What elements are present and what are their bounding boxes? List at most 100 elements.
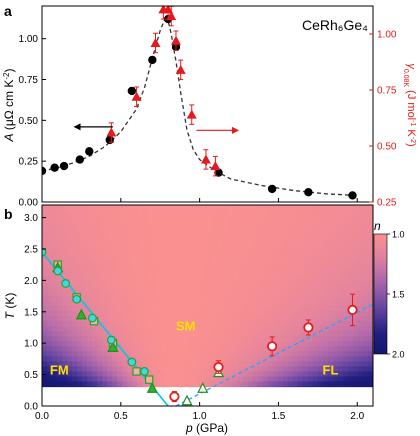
heatmap-cell <box>72 360 78 367</box>
heatmap-cell <box>352 355 359 362</box>
heatmap-cell <box>187 350 194 357</box>
heatmap-cell <box>202 315 209 322</box>
heatmap-cell <box>292 300 299 307</box>
heatmap-cell <box>277 305 284 312</box>
heatmap-cell <box>192 245 199 251</box>
heatmap-cell <box>42 295 48 302</box>
heatmap-cell <box>112 250 118 256</box>
heatmap-cell <box>332 235 339 241</box>
heatmap-cell <box>307 240 314 246</box>
panel-b-y-axis-label: T (K) <box>3 293 17 320</box>
heatmap-cell <box>247 310 254 317</box>
heatmap-cell <box>132 240 138 246</box>
heatmap-cell <box>242 305 249 312</box>
heatmap-cell <box>282 365 289 372</box>
heatmap-cell <box>242 360 249 367</box>
heatmap-cell <box>147 235 153 241</box>
heatmap-cell <box>332 340 339 347</box>
heatmap-cell <box>122 325 128 332</box>
heatmap-cell <box>232 350 239 357</box>
heatmap-cell <box>147 210 153 216</box>
heatmap-cell <box>157 270 163 276</box>
heatmap-cell <box>262 350 269 357</box>
heatmap-cell <box>267 275 274 281</box>
heatmap-cell <box>327 275 334 281</box>
heatmap-cell <box>47 255 53 261</box>
heatmap-cell <box>302 265 309 271</box>
heatmap-cell <box>42 210 48 216</box>
heatmap-cell <box>97 220 103 226</box>
heatmap-cell <box>97 325 103 332</box>
heatmap-cell <box>207 305 214 312</box>
heatmap-cell <box>237 210 244 216</box>
heatmap-cell <box>267 315 274 322</box>
heatmap-cell <box>97 380 103 387</box>
colorbar <box>373 233 388 355</box>
heatmap-cell <box>197 270 204 276</box>
heatmap-cell <box>67 340 73 347</box>
heatmap-cell <box>82 350 88 357</box>
region-label-sm: SM <box>176 319 196 334</box>
heatmap-cell <box>72 240 78 246</box>
heatmap-cell <box>287 260 294 266</box>
heatmap-cell <box>277 375 284 382</box>
heatmap-cell <box>42 240 48 246</box>
heatmap-cell <box>312 220 319 226</box>
heatmap-cell <box>312 345 319 352</box>
heatmap-cell <box>342 340 349 347</box>
heatmap-cell <box>127 230 133 236</box>
heatmap-cell <box>87 285 93 292</box>
heatmap-cell <box>137 315 143 322</box>
heatmap-cell <box>297 275 304 281</box>
heatmap-cell <box>357 230 364 236</box>
heatmap-cell <box>197 375 204 382</box>
heatmap-cell <box>67 255 73 261</box>
heatmap-cell <box>322 310 329 317</box>
heatmap-cell <box>257 305 264 312</box>
heatmap-cell <box>42 360 48 367</box>
heatmap-cell <box>352 255 359 261</box>
heatmap-cell <box>187 230 194 236</box>
heatmap-cell <box>207 375 214 382</box>
heatmap-cell <box>202 215 209 221</box>
heatmap-cell <box>62 265 68 271</box>
heatmap-cell <box>172 255 179 261</box>
heatmap-cell <box>362 270 369 276</box>
heatmap-cell <box>122 230 128 236</box>
heatmap-cell <box>187 330 194 337</box>
heatmap-cell <box>342 295 349 302</box>
heatmap-cell <box>42 310 48 317</box>
heatmap-cell <box>72 235 78 241</box>
heatmap-cell <box>227 250 234 256</box>
heatmap-cell <box>67 350 73 357</box>
heatmap-cell <box>202 255 209 261</box>
heatmap-cell <box>227 355 234 362</box>
heatmap-cell <box>92 290 98 297</box>
heatmap-cell <box>152 270 158 276</box>
heatmap-cell <box>137 245 143 251</box>
heatmap-cell <box>307 275 314 281</box>
heatmap-cell <box>272 375 279 382</box>
heatmap-cell <box>267 325 274 332</box>
heatmap-cell <box>167 350 173 357</box>
heatmap-cell <box>272 315 279 322</box>
heatmap-cell <box>112 280 118 286</box>
heatmap-cell <box>162 290 168 297</box>
heatmap-cell <box>62 320 68 327</box>
heatmap-cell <box>82 295 88 302</box>
heatmap-cell <box>212 335 219 342</box>
heatmap-cell <box>367 290 373 297</box>
heatmap-cell <box>312 365 319 372</box>
heatmap-cell <box>357 305 364 312</box>
heatmap-cell <box>42 300 48 307</box>
heatmap-cell <box>152 225 158 231</box>
heatmap-cell <box>337 285 344 292</box>
heatmap-cell <box>152 310 158 317</box>
heatmap-cell <box>207 315 214 322</box>
heatmap-cell <box>337 270 344 276</box>
gamma-point <box>131 91 142 101</box>
heatmap-cell <box>167 360 173 367</box>
heatmap-cell <box>242 250 249 256</box>
heatmap-cell <box>152 380 158 387</box>
heatmap-cell <box>282 370 289 377</box>
